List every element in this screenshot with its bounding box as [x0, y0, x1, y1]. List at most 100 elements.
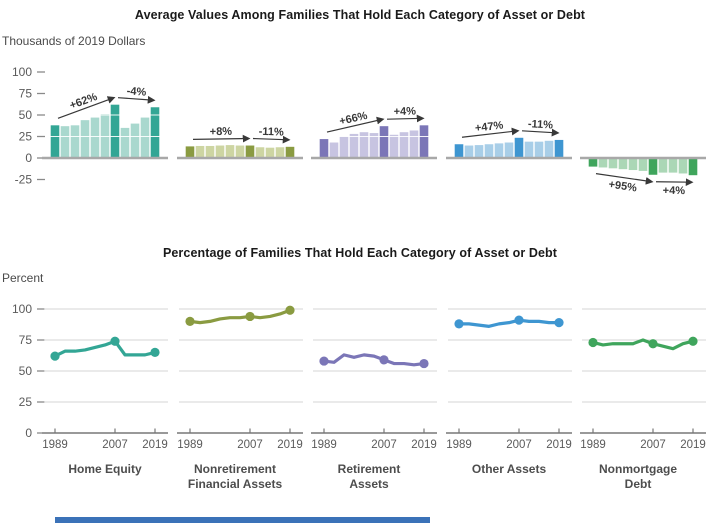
y-axis-tick-label: 25 — [19, 395, 33, 409]
y-axis-tick-label: 100 — [12, 302, 32, 316]
y-axis-tick-label: 75 — [19, 87, 33, 101]
y-axis-tick-label: 100 — [12, 65, 32, 79]
line-group: 1989 2007 2019 — [177, 305, 303, 451]
bar-group: +62% -4% — [42, 85, 168, 181]
data-line — [457, 318, 561, 328]
bar-2010 — [389, 134, 399, 158]
percentage-line-chart: 100 75 50 25 0 1989 2007 2019 1989 2007 2019 1989 20… — [12, 302, 706, 451]
data-line — [188, 308, 292, 325]
bar-2007 — [110, 104, 120, 158]
x-axis-year-label: 2019 — [277, 439, 303, 451]
bar-group: +8% -11% — [177, 92, 303, 181]
bar-group: +66% +4% — [311, 92, 437, 181]
annotation-arrow — [252, 135, 291, 144]
bar-group: +47% -11% — [446, 92, 572, 181]
annotation-label: +4% — [394, 105, 417, 118]
annotation-arrow — [595, 173, 654, 185]
bar-2013 — [534, 141, 544, 158]
bar-2013 — [130, 123, 140, 158]
bar-2001 — [494, 143, 504, 158]
bar-2019 — [554, 139, 564, 158]
annotation-label: -11% — [259, 126, 285, 139]
bar-1992 — [598, 158, 608, 168]
data-point-marker-2007 — [379, 355, 389, 365]
bar-2001 — [225, 145, 235, 158]
bar-2004 — [638, 158, 648, 171]
x-axis-year-label: 1989 — [311, 439, 337, 451]
annotation-arrow — [117, 95, 156, 104]
category-label-retirement-assets: Retirement Assets — [337, 462, 401, 491]
bar-1992 — [464, 145, 474, 158]
bar-1998 — [349, 133, 359, 158]
bar-1995 — [70, 125, 80, 158]
bar-2013 — [265, 147, 275, 158]
x-axis-year-label: 2007 — [506, 439, 532, 451]
bar-2007 — [379, 126, 389, 158]
bar-1998 — [215, 145, 225, 158]
line-group: 1989 2007 2019 — [42, 308, 168, 451]
bar-2010 — [120, 127, 130, 158]
bar-2019 — [688, 158, 698, 176]
bar-2019 — [285, 146, 295, 158]
bar-2016 — [140, 117, 150, 158]
annotation-arrow — [386, 114, 425, 123]
y-axis-tick-label: 50 — [19, 364, 33, 378]
data-point-marker-2019 — [150, 347, 160, 357]
bar-1989 — [319, 139, 329, 158]
data-point-marker-1989 — [185, 316, 195, 326]
bar-2010 — [524, 141, 534, 158]
bar-2010 — [255, 147, 265, 158]
x-axis-year-label: 2019 — [142, 439, 168, 451]
annotation-label: +47% — [474, 119, 504, 134]
data-line — [322, 353, 426, 367]
bar-2019 — [419, 125, 429, 158]
bar-1992 — [60, 126, 70, 158]
category-label-nonmortgage-debt: Nonmortgage Debt — [599, 462, 677, 491]
bar-2013 — [668, 158, 678, 173]
y-axis-tick-label: 0 — [25, 426, 32, 440]
data-line — [53, 339, 157, 358]
annotation-label: +8% — [210, 126, 233, 138]
bar-2013 — [399, 132, 409, 158]
x-axis-year-label: 2019 — [546, 439, 572, 451]
data-point-marker-2019 — [554, 318, 564, 328]
bar-1995 — [205, 145, 215, 158]
annotation-label: +66% — [338, 110, 369, 128]
annotation-arrow — [192, 134, 251, 143]
y-axis-tick-label: 0 — [25, 151, 32, 165]
x-axis-year-label: 1989 — [580, 439, 606, 451]
line-group: 1989 2007 2019 — [446, 308, 572, 451]
x-axis-year-label: 2007 — [237, 439, 263, 451]
x-axis-year-label: 1989 — [446, 439, 472, 451]
bar-2001 — [359, 132, 369, 158]
bar-2016 — [275, 147, 285, 158]
bar-1998 — [618, 158, 628, 170]
data-point-marker-2019 — [285, 305, 295, 315]
x-axis-year-label: 1989 — [42, 439, 68, 451]
x-axis-year-label: 2007 — [102, 439, 128, 451]
bar-2007 — [245, 145, 255, 158]
data-point-marker-2007 — [648, 339, 658, 349]
data-point-marker-1989 — [50, 351, 60, 361]
data-point-marker-2019 — [688, 336, 698, 346]
average-values-bar-chart: 100 75 50 25 0 -25 +62% -4% +8% -11% +66% +4% +47% -1… — [12, 65, 706, 197]
annotation-arrow — [461, 127, 520, 138]
data-line — [591, 338, 695, 351]
data-point-marker-2007 — [245, 311, 255, 322]
bar-2004 — [235, 145, 245, 158]
data-point-marker-1989 — [588, 337, 598, 348]
bottom-blue-strip — [55, 517, 430, 523]
top-panel-unit-label: Thousands of 2019 Dollars — [2, 34, 146, 48]
bar-1992 — [195, 145, 205, 158]
x-axis-year-label: 2019 — [411, 439, 437, 451]
annotation-label: -11% — [528, 118, 554, 131]
annotation-label: +95% — [608, 179, 638, 195]
x-axis-year-label: 2019 — [680, 439, 706, 451]
y-axis-tick-label: 25 — [19, 130, 33, 144]
category-label-other-assets: Other Assets — [471, 462, 547, 476]
category-label-home-equity: Home Equity — [68, 462, 142, 476]
bar-2019 — [150, 107, 160, 158]
bar-1989 — [588, 158, 598, 167]
top-panel-title: Average Values Among Families That Hold … — [134, 8, 586, 22]
data-point-marker-1989 — [454, 319, 464, 329]
